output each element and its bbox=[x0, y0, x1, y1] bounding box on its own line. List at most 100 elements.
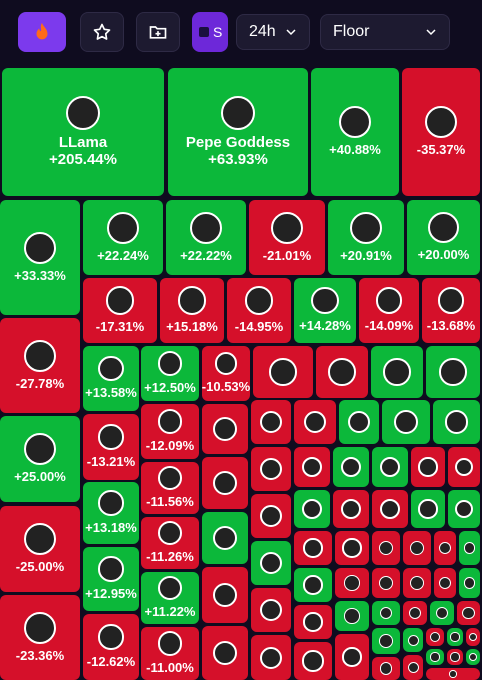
collection-tile[interactable] bbox=[433, 400, 480, 444]
collection-tile[interactable] bbox=[202, 512, 248, 564]
collection-tile[interactable] bbox=[459, 568, 480, 598]
collection-tile[interactable]: -27.78% bbox=[0, 318, 80, 413]
collection-tile[interactable]: -14.95% bbox=[227, 278, 291, 343]
collection-tile[interactable] bbox=[335, 568, 369, 598]
collection-tile[interactable] bbox=[411, 490, 445, 528]
collection-tile[interactable]: LLama +205.44% bbox=[2, 68, 164, 196]
collection-tile[interactable] bbox=[251, 447, 291, 491]
collection-tile[interactable]: -12.62% bbox=[83, 614, 139, 680]
collection-tile[interactable]: -11.56% bbox=[141, 462, 199, 514]
collection-tile[interactable] bbox=[251, 588, 291, 632]
collection-tile[interactable] bbox=[426, 649, 444, 665]
collection-tile[interactable] bbox=[426, 628, 444, 646]
collection-tile[interactable] bbox=[316, 346, 368, 398]
collection-tile[interactable]: +12.50% bbox=[141, 346, 199, 401]
collection-tile[interactable] bbox=[403, 601, 427, 625]
collection-tile[interactable] bbox=[251, 635, 291, 680]
collection-tile[interactable] bbox=[335, 601, 369, 631]
collection-tile[interactable]: -12.09% bbox=[141, 404, 199, 459]
collection-tile[interactable] bbox=[372, 447, 408, 487]
partial-tab[interactable]: S bbox=[192, 12, 228, 52]
collection-tile[interactable] bbox=[371, 346, 423, 398]
collection-tile[interactable] bbox=[426, 668, 480, 680]
collection-tile[interactable]: -17.31% bbox=[83, 278, 157, 343]
collection-tile[interactable]: -21.01% bbox=[249, 200, 325, 275]
collection-tile[interactable] bbox=[202, 567, 248, 623]
collection-tile[interactable] bbox=[411, 447, 445, 487]
collection-tile[interactable] bbox=[202, 457, 248, 509]
collection-tile[interactable] bbox=[251, 541, 291, 585]
collection-tile[interactable]: +14.28% bbox=[294, 278, 356, 343]
collection-tile[interactable] bbox=[403, 628, 423, 652]
collection-tile[interactable] bbox=[403, 531, 431, 565]
collection-tile[interactable]: +40.88% bbox=[311, 68, 399, 196]
collection-tile[interactable]: -11.00% bbox=[141, 627, 199, 680]
collection-tile[interactable]: +13.18% bbox=[83, 482, 139, 544]
sort-dropdown[interactable]: Floor bbox=[320, 14, 450, 50]
collection-tile[interactable] bbox=[251, 494, 291, 538]
collection-tile[interactable] bbox=[372, 568, 400, 598]
collection-tile[interactable] bbox=[251, 400, 291, 444]
collection-tile[interactable] bbox=[202, 626, 248, 680]
collection-tile[interactable]: -23.36% bbox=[0, 595, 80, 680]
collection-tile[interactable]: +20.91% bbox=[328, 200, 404, 275]
favorites-button[interactable] bbox=[80, 12, 124, 52]
collection-tile[interactable]: +22.24% bbox=[83, 200, 163, 275]
period-dropdown[interactable]: 24h bbox=[236, 14, 310, 50]
collection-tile[interactable]: +12.95% bbox=[83, 547, 139, 611]
collection-tile[interactable]: +20.00% bbox=[407, 200, 480, 275]
collection-tile[interactable] bbox=[294, 568, 332, 602]
collection-tile[interactable]: +15.18% bbox=[160, 278, 224, 343]
collection-tile[interactable] bbox=[466, 649, 480, 665]
collection-tile[interactable] bbox=[253, 346, 313, 398]
collection-tile[interactable] bbox=[382, 400, 430, 444]
collection-tile[interactable] bbox=[403, 568, 431, 598]
collection-tile[interactable] bbox=[333, 490, 369, 528]
collection-tile[interactable]: -10.53% bbox=[202, 346, 250, 401]
collection-tile[interactable] bbox=[372, 601, 400, 625]
collection-tile[interactable] bbox=[457, 601, 480, 625]
collection-tile[interactable] bbox=[335, 531, 369, 565]
collection-tile[interactable] bbox=[294, 400, 336, 444]
collection-tile[interactable] bbox=[447, 628, 463, 646]
collection-tile[interactable]: +13.58% bbox=[83, 346, 139, 411]
collection-tile[interactable] bbox=[426, 346, 480, 398]
collection-tile[interactable] bbox=[434, 531, 456, 565]
collection-tile[interactable]: +33.33% bbox=[0, 200, 80, 315]
collection-tile[interactable] bbox=[335, 634, 369, 680]
collection-tile[interactable] bbox=[448, 490, 480, 528]
collection-tile[interactable] bbox=[333, 447, 369, 487]
collection-tile[interactable] bbox=[372, 628, 400, 654]
collection-icon bbox=[375, 287, 403, 314]
trending-button[interactable] bbox=[18, 12, 66, 52]
collection-tile[interactable] bbox=[372, 657, 400, 680]
collection-tile[interactable] bbox=[294, 642, 332, 680]
collection-tile[interactable] bbox=[294, 490, 330, 528]
collection-tile[interactable]: -25.00% bbox=[0, 506, 80, 592]
collection-tile[interactable] bbox=[294, 605, 332, 639]
collection-tile[interactable]: +11.22% bbox=[141, 572, 199, 624]
collection-tile[interactable]: Pepe Goddess +63.93% bbox=[168, 68, 308, 196]
folder-button[interactable] bbox=[136, 12, 180, 52]
collection-tile[interactable]: -13.68% bbox=[422, 278, 480, 343]
collection-tile[interactable] bbox=[372, 490, 408, 528]
collection-tile[interactable] bbox=[430, 601, 454, 625]
collection-tile[interactable] bbox=[434, 568, 456, 598]
collection-tile[interactable]: +22.22% bbox=[166, 200, 246, 275]
collection-tile[interactable]: -35.37% bbox=[402, 68, 480, 196]
collection-tile[interactable] bbox=[372, 531, 400, 565]
collection-tile[interactable]: -11.26% bbox=[141, 517, 199, 569]
collection-tile[interactable]: -13.21% bbox=[83, 414, 139, 480]
collection-tile[interactable] bbox=[294, 531, 332, 565]
collection-tile[interactable]: +25.00% bbox=[0, 416, 80, 502]
collection-tile[interactable]: -14.09% bbox=[359, 278, 419, 343]
collection-tile[interactable] bbox=[339, 400, 379, 444]
change-label: -12.09% bbox=[145, 437, 195, 453]
collection-tile[interactable] bbox=[294, 447, 330, 487]
collection-tile[interactable] bbox=[403, 655, 423, 680]
collection-tile[interactable] bbox=[459, 531, 480, 565]
collection-tile[interactable] bbox=[448, 447, 480, 487]
collection-tile[interactable] bbox=[202, 404, 248, 454]
collection-tile[interactable] bbox=[447, 649, 463, 665]
collection-tile[interactable] bbox=[466, 628, 480, 646]
